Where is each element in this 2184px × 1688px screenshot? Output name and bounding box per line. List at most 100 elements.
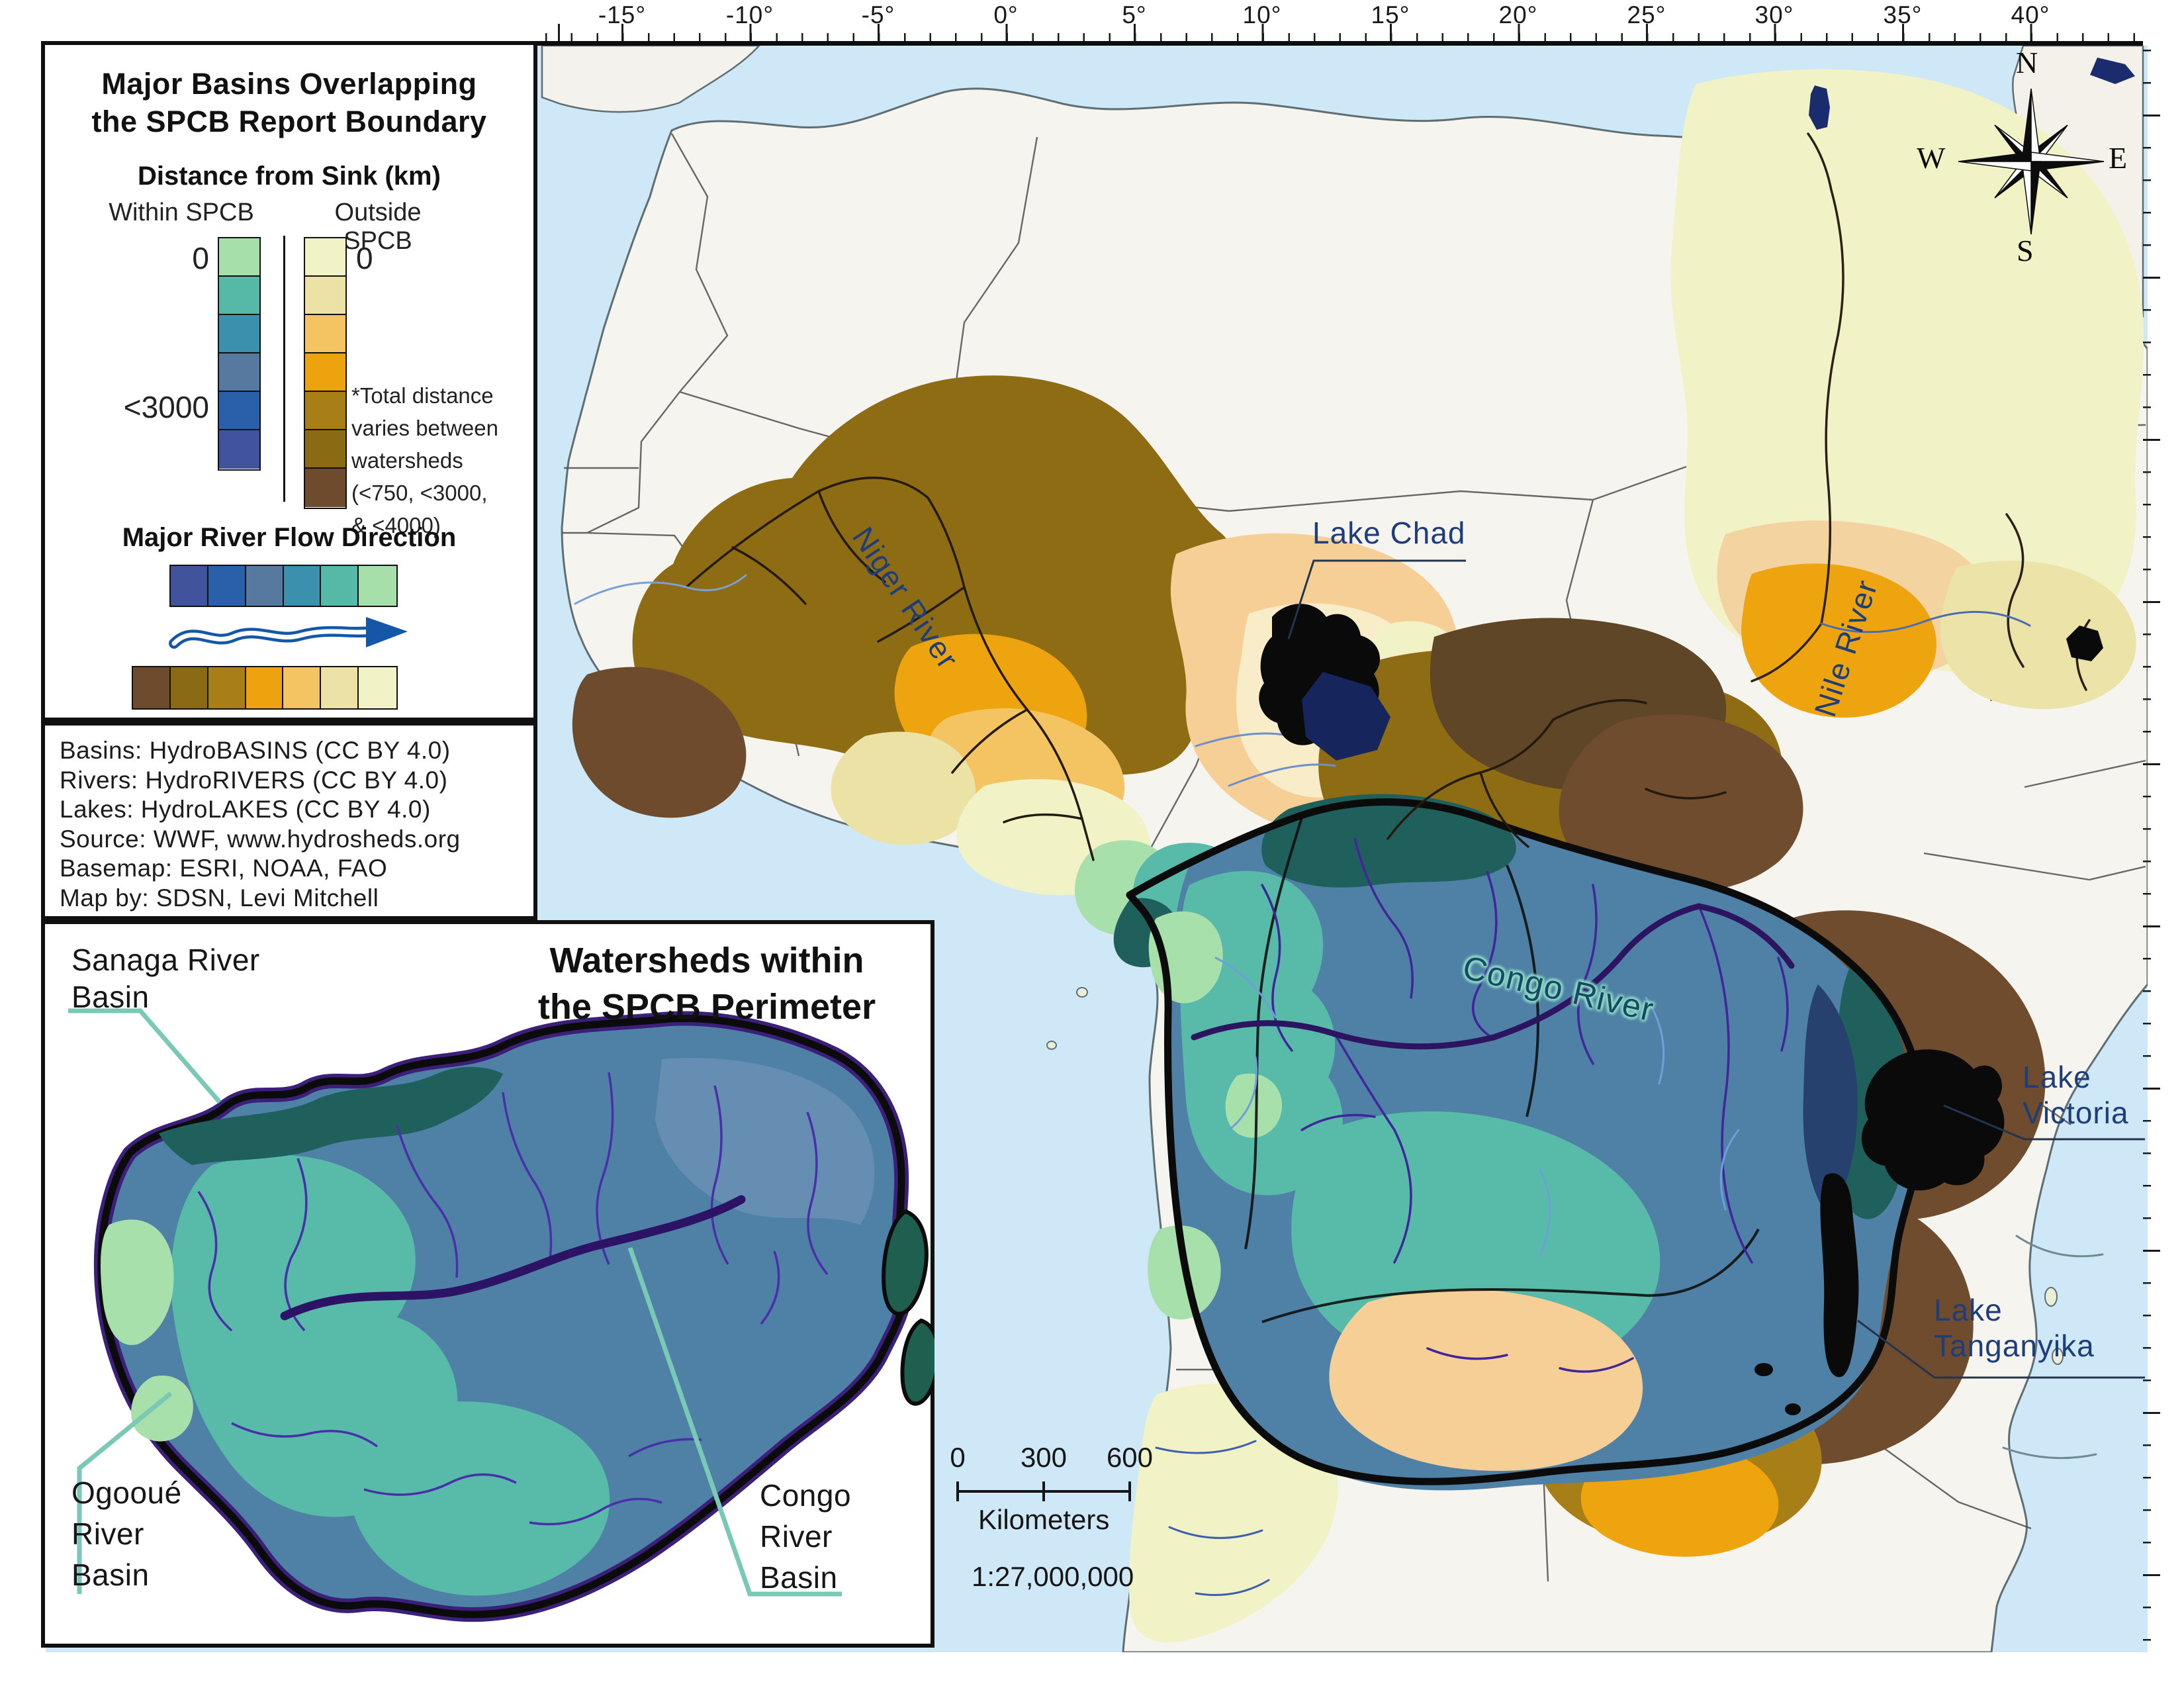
top-tick-label: 20° — [1498, 1, 1538, 28]
credit-rivers: Rivers: HydroRIVERS (CC BY 4.0) — [60, 766, 448, 794]
inset-title: Watersheds within the SPCB Perimeter — [482, 937, 932, 1030]
credits-text: Basins: HydroBASINS (CC BY 4.0) Rivers: … — [60, 736, 461, 913]
flow-bottom-cell — [246, 667, 284, 708]
outside-spcb-ramp — [304, 237, 347, 509]
map-title-line1: Major Basins Overlapping — [101, 67, 477, 101]
scalebar-unit: Kilometers — [978, 1504, 1110, 1535]
credit-basemap: Basemap: ESRI, NOAA, FAO — [60, 855, 388, 882]
lake-victoria-line2: Victoria — [2023, 1096, 2129, 1130]
within-ramp-cell — [219, 277, 259, 315]
outside-ramp-cell — [305, 277, 345, 315]
top-tick-label: 5° — [1122, 1, 1147, 28]
map-title: Major Basins Overlapping the SPCB Report… — [45, 65, 533, 140]
compass-s-label: S — [2017, 234, 2034, 267]
lake-tanganyika-label: Lake Tanganyika — [1934, 1292, 2095, 1364]
flow-top-cell — [321, 566, 359, 606]
flow-bottom-cell — [208, 667, 246, 708]
credits-panel: Basins: HydroBASINS (CC BY 4.0) Rivers: … — [41, 722, 537, 920]
inset-title-line1: Watersheds within — [549, 941, 864, 980]
legend-divider — [283, 236, 285, 502]
legend-panel: Major Basins Overlapping the SPCB Report… — [41, 41, 537, 722]
distance-legend-title: Distance from Sink (km) — [138, 162, 441, 191]
right-axis-major-ticks — [2143, 41, 2160, 1648]
outside-ramp-cell — [305, 315, 345, 353]
within-spcb-header: Within SPCB — [109, 199, 254, 226]
flow-bottom-cell — [359, 667, 396, 708]
lake-tanganyika-line2: Tanganyika — [1934, 1329, 2095, 1363]
sanaga-basin-label: Sanaga River Basin — [71, 943, 260, 1014]
compass-n-label: N — [2016, 46, 2038, 79]
legend-note: *Total distance varies between watershed… — [351, 383, 498, 538]
compass-e-label: E — [2109, 141, 2128, 175]
flow-top-ramp — [169, 565, 398, 607]
flow-top-cell — [246, 566, 284, 606]
compass-rose — [1958, 88, 2105, 235]
outside-ramp-cell — [305, 430, 345, 469]
inset-congo-main-river — [280, 1195, 746, 1321]
outside-spcb-header: Outside SPCB — [334, 199, 422, 255]
lakes — [1259, 58, 2135, 1415]
top-tick-label: 15° — [1371, 1, 1410, 28]
inset-rivers — [197, 1072, 829, 1526]
scalebar-ratio: 1:27,000,000 — [972, 1561, 1134, 1592]
outside-ramp-cell — [305, 392, 345, 430]
inset-leader-lines — [68, 1008, 842, 1597]
within-ramp-cell — [219, 430, 259, 469]
ogooue-basin-label: Ogooué River Basin — [71, 1476, 182, 1592]
outside-ramp-cell — [305, 238, 345, 277]
within-spcb-ramp — [218, 237, 261, 471]
credit-lakes: Lakes: HydroLAKES (CC BY 4.0) — [60, 796, 431, 823]
top-tick-label: 10° — [1242, 1, 1282, 28]
spcb-perimeter — [1126, 798, 1927, 1485]
lake-tanganyika-line1: Lake — [1934, 1293, 2003, 1327]
within-zero-label: 0 — [192, 241, 209, 275]
outside-ramp-cell — [305, 353, 345, 392]
lake-tanganyika-body — [1820, 1173, 1859, 1378]
within-max-label: <3000 — [123, 390, 209, 424]
flow-top-cell — [208, 566, 246, 606]
scalebar-zero: 0 — [950, 1442, 966, 1473]
within-ramp-cell — [219, 392, 259, 430]
flow-bottom-cell — [321, 667, 359, 708]
congo-river-line — [1191, 903, 1795, 1050]
flow-bottom-ramp — [132, 666, 398, 710]
credit-source: Source: WWF, www.hydrosheds.org — [60, 825, 461, 853]
compass-w-label: W — [1917, 141, 1946, 175]
flow-arrow — [169, 617, 408, 649]
top-tick-label: 35° — [1883, 1, 1923, 28]
credit-author: Map by: SDSN, Levi Mitchell — [60, 884, 379, 912]
outside-ramp-cell — [305, 469, 345, 507]
flow-top-cell — [171, 566, 208, 606]
top-tick-label: -10° — [725, 1, 774, 28]
scalebar-end: 600 — [1106, 1442, 1154, 1473]
congo-basin-label: Congo River Basin — [760, 1478, 852, 1595]
credit-basins: Basins: HydroBASINS (CC BY 4.0) — [60, 737, 451, 764]
within-ramp-cell — [219, 353, 259, 392]
inset-basin-outline — [97, 1015, 909, 1618]
label-leaders — [1287, 559, 2145, 1379]
top-tick-label: 40° — [2011, 1, 2050, 28]
flow-direction-title: Major River Flow Direction — [122, 523, 457, 552]
lake-chad-label: Lake Chad — [1312, 516, 1466, 550]
lake-victoria-body — [1861, 1049, 2005, 1191]
flow-bottom-cell — [283, 667, 322, 708]
map-title-line2: the SPCB Report Boundary — [91, 105, 487, 138]
inset-title-line2: the SPCB Perimeter — [537, 987, 876, 1027]
inset-map-canvas — [68, 1008, 934, 1622]
flow-bottom-cell — [133, 667, 171, 708]
scalebar-mid: 300 — [1020, 1442, 1068, 1473]
iberia-land — [541, 46, 760, 113]
top-axis-major-ticks — [543, 24, 2143, 41]
spcb-basins — [1126, 794, 1927, 1491]
flow-top-cell — [283, 566, 322, 606]
lake-victoria-line1: Lake — [2023, 1060, 2091, 1094]
flow-top-cell — [359, 566, 397, 606]
flow-bottom-cell — [170, 667, 208, 708]
top-tick-label: 25° — [1627, 1, 1666, 28]
top-tick-label: 0° — [993, 1, 1019, 28]
lake-victoria-label: Lake Victoria — [2023, 1059, 2129, 1131]
outside-zero-label: 0 — [356, 241, 373, 275]
inset-panel: Watersheds within the SPCB Perimeter San… — [41, 920, 934, 1648]
within-ramp-cell — [219, 238, 259, 277]
